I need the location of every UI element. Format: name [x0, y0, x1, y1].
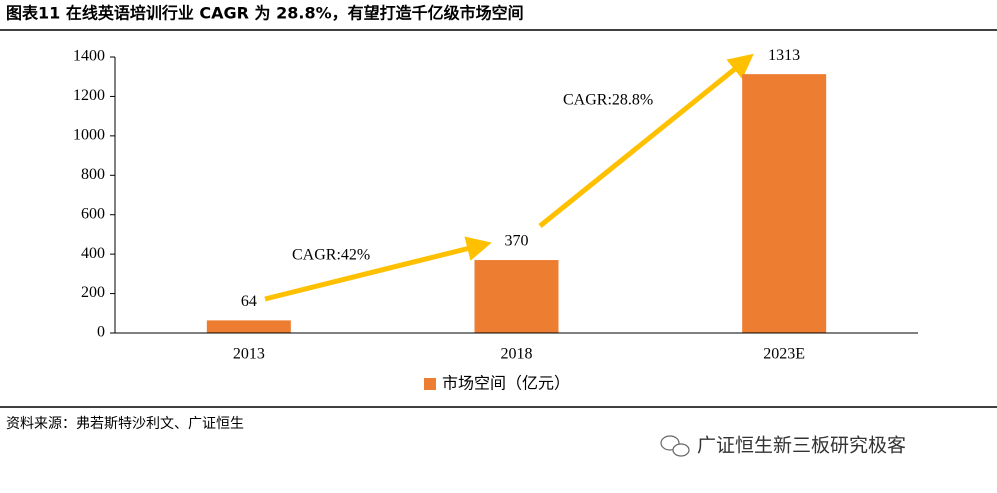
source-note: 资料来源：弗若斯特沙利文、广证恒生	[6, 416, 244, 432]
y-tick-label: 1200	[73, 87, 105, 104]
y-tick-label: 200	[81, 284, 105, 301]
legend-label: 市场空间（亿元）	[442, 374, 570, 393]
y-tick-label: 1400	[73, 48, 105, 65]
x-tick-label: 2013	[233, 346, 265, 363]
y-tick-label: 600	[81, 205, 105, 222]
annotation: CAGR:28.8%	[563, 92, 653, 109]
watermark: 广证恒生新三板研究极客	[697, 435, 906, 457]
bar	[474, 260, 559, 333]
x-tick-label: 2023E	[763, 346, 805, 363]
bar	[742, 74, 827, 333]
chart-title: 图表11 在线英语培训行业 CAGR 为 28.8%，有望打造千亿级市场空间	[6, 4, 524, 23]
wechat-icon	[660, 435, 690, 457]
annotation: CAGR:42%	[292, 247, 370, 264]
data-label: 64	[241, 293, 257, 310]
y-tick-label: 0	[97, 324, 105, 341]
growth-arrow	[538, 53, 754, 228]
y-tick-label: 400	[81, 245, 105, 262]
growth-arrow	[264, 236, 492, 302]
data-label: 1313	[768, 47, 800, 64]
legend-swatch	[424, 378, 436, 390]
data-label: 370	[505, 233, 529, 250]
y-tick-label: 1000	[73, 127, 105, 144]
x-tick-label: 2018	[501, 346, 533, 363]
bar	[206, 320, 291, 333]
y-tick-label: 800	[81, 166, 105, 183]
